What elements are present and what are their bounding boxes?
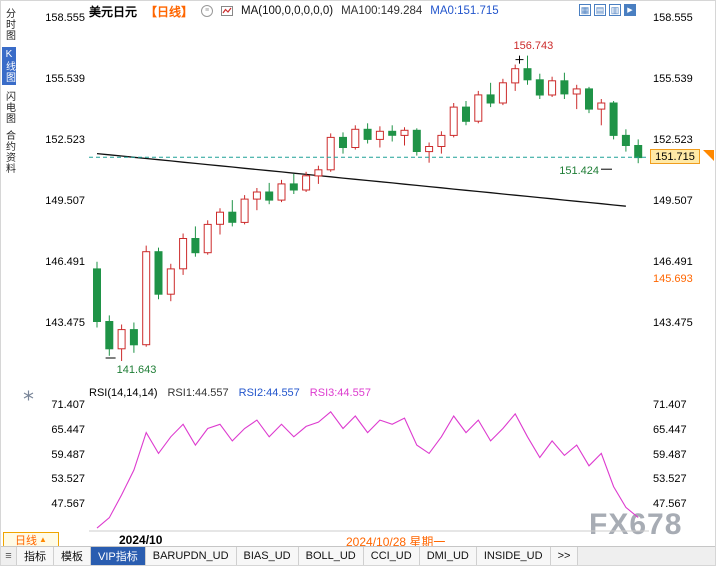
current-price-tag: 151.715 — [650, 149, 700, 165]
rsi1-value: RSI1:44.557 — [167, 387, 229, 399]
ma-settings-label: MA(100,0,0,0,0,0) — [241, 5, 334, 17]
rsi3-value: RSI3:44.557 — [309, 387, 371, 399]
rsi-title: RSI(14,14,14) — [89, 387, 158, 399]
price-axis-label: 149.507 — [653, 194, 693, 207]
low-price-marker: 141.643 — [116, 364, 157, 377]
price-axis-label: 155.539 — [45, 72, 85, 85]
period-selector-label: 日线 — [15, 534, 38, 547]
ma100-value-label: MA100:149.284 — [341, 5, 423, 17]
rsi-axis-label: 65.447 — [653, 423, 687, 436]
price-axis-label: 143.475 — [45, 316, 85, 329]
bottom-tab-BIAS_UD[interactable]: BIAS_UD — [236, 547, 299, 565]
chart-header: 美元日元 【日线】 ≡ MA(100,0,0,0,0,0) MA100:149.… — [89, 3, 499, 19]
rsi-axis-label: 47.567 — [51, 498, 85, 510]
rail-item-1[interactable]: 分时图 — [3, 8, 15, 41]
bottom-tab-INSIDE_UD[interactable]: INSIDE_UD — [476, 547, 551, 565]
price-axis-label: 149.507 — [45, 194, 85, 207]
x-axis-date-label: 2024/10/28 星期一 — [346, 535, 446, 549]
rail-item-2[interactable]: K线图 — [1, 47, 16, 85]
rsi2-value: RSI2:44.557 — [238, 387, 300, 399]
play-icon[interactable]: ▶ — [624, 4, 636, 16]
bottom-tab-CCI_UD[interactable]: CCI_UD — [363, 547, 420, 565]
rsi-axis-label: 71.407 — [653, 399, 687, 411]
period-label: 【日线】 — [145, 4, 194, 19]
layout-toolbar: ▦ ▤ ▥ ▶ — [579, 4, 636, 16]
layout-columns-icon[interactable]: ▥ — [609, 4, 621, 16]
last-low-marker: 151.424 — [559, 165, 599, 178]
layout-grid-icon[interactable]: ▦ — [579, 4, 591, 16]
price-axis-label: 158.555 — [45, 12, 85, 24]
bottom-tab-BARUPDN_UD[interactable]: BARUPDN_UD — [145, 547, 237, 565]
symbol-name: 美元日元 — [89, 4, 138, 19]
left-rail: 分时图 K线图闪电图合约资料 — [1, 5, 16, 177]
bottom-tab-BOLL_UD[interactable]: BOLL_UD — [298, 547, 364, 565]
bottom-tab-模板[interactable]: 模板 — [54, 547, 91, 565]
bottom-tab-指标[interactable]: 指标 — [17, 547, 54, 565]
indicator-icon[interactable] — [221, 5, 234, 17]
rsi-axis-label: 47.567 — [653, 498, 687, 510]
price-alert-flag-icon[interactable] — [703, 150, 714, 162]
rail-item-4[interactable]: 合约资料 — [3, 130, 15, 174]
price-axis-label: 152.523 — [45, 133, 85, 146]
period-selector-button[interactable]: 日线 ▲ — [3, 532, 59, 547]
x-axis-month-label: 2024/10 — [119, 533, 163, 547]
price-axis-label: 155.539 — [653, 72, 693, 85]
watermark: FX678 — [589, 508, 683, 541]
high-price-marker: 156.743 — [513, 39, 554, 52]
rsi-axis-label: 71.407 — [51, 399, 85, 411]
price-axis-label: 146.491 — [653, 255, 693, 268]
rsi-axis-label: 53.527 — [51, 473, 85, 486]
bottom-tab-DMI_UD[interactable]: DMI_UD — [419, 547, 477, 565]
bottom-tabbar: ≡ 指标 模板 VIP指标 BARUPDN_UD BIAS_UD BOLL_UD CCI_U… — [1, 546, 715, 565]
menu-icon[interactable]: ≡ — [1, 547, 17, 565]
rsi-axis-label: 59.487 — [51, 448, 85, 461]
instrument-menu-icon[interactable]: ≡ — [201, 5, 214, 17]
rsi-axis-label: 59.487 — [653, 448, 687, 461]
rsi-header: RSI(14,14,14) RSI1:44.557 RSI2:44.557 RS… — [89, 387, 371, 399]
rsi-axis-label: 65.447 — [51, 423, 85, 436]
rsi-axis-label: 53.527 — [653, 473, 687, 486]
bottom-tab-more[interactable]: >> — [550, 547, 579, 565]
chevron-up-icon: ▲ — [39, 535, 47, 544]
rail-item-3[interactable]: 闪电图 — [3, 91, 15, 124]
price-axis-label: 143.475 — [653, 316, 693, 329]
ma0-value-label: MA0:151.715 — [430, 5, 499, 17]
layout-rows-icon[interactable]: ▤ — [594, 4, 606, 16]
price-axis-label: 152.523 — [653, 133, 693, 146]
bottom-tab-VIP指标[interactable]: VIP指标 — [91, 547, 146, 565]
price-axis-label: 146.491 — [45, 255, 85, 268]
indicator-settings-icon[interactable] — [23, 388, 34, 406]
secondary-price-label: 145.693 — [653, 273, 693, 286]
price-axis-label: 158.555 — [653, 12, 693, 24]
